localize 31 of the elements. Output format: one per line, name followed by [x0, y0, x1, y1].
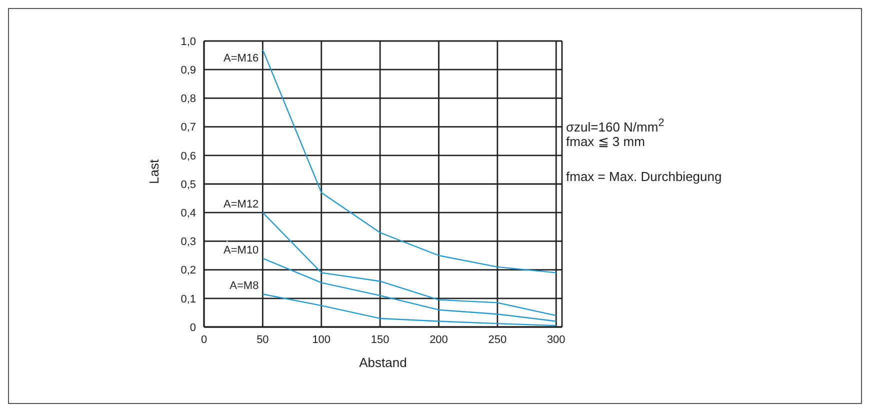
y-tick-label: 0,8 — [180, 93, 196, 106]
x-tick-label: 300 — [546, 334, 566, 346]
x-tick-label: 250 — [488, 334, 507, 346]
x-tick-label: 100 — [312, 334, 331, 346]
series-label: A=M16 — [224, 52, 259, 65]
text: fmax ≦ 3 mm — [566, 134, 645, 149]
text: σzul=160 N/mm$^{2}$ — [566, 117, 664, 134]
y-tick-label: 0,7 — [180, 122, 196, 134]
line-series — [262, 48, 557, 274]
y-tick-label: 0,1 — [180, 293, 196, 306]
series-label: A=M8 — [230, 280, 259, 292]
x-tick-label: 150 — [370, 334, 390, 346]
y-tick-label: 0,9 — [180, 64, 196, 77]
line-series — [262, 258, 557, 322]
y-tick-label: 0,4 — [180, 208, 196, 220]
x-tick-label: 0 — [200, 334, 208, 346]
y-tick-label: 0,6 — [180, 150, 196, 162]
y-tick-label: 1,0 — [180, 36, 196, 48]
text: fmax = Max. Durchbiegung — [566, 169, 722, 184]
y-tick-label: 0,2 — [180, 264, 196, 277]
series-label: A=M12 — [224, 198, 259, 211]
y-tick-label: 0 — [190, 322, 196, 334]
x-axis-title: Abstand — [359, 355, 407, 370]
x-tick-label: 50 — [256, 334, 269, 346]
line-series — [262, 212, 557, 316]
y-tick-label: 0,5 — [180, 178, 196, 191]
x-tick-label: 200 — [430, 334, 448, 346]
series-label: A=M10 — [224, 244, 259, 256]
y-tick-label: 0,3 — [180, 236, 196, 248]
line-series — [262, 294, 557, 326]
y-axis-title: Last — [146, 159, 162, 184]
